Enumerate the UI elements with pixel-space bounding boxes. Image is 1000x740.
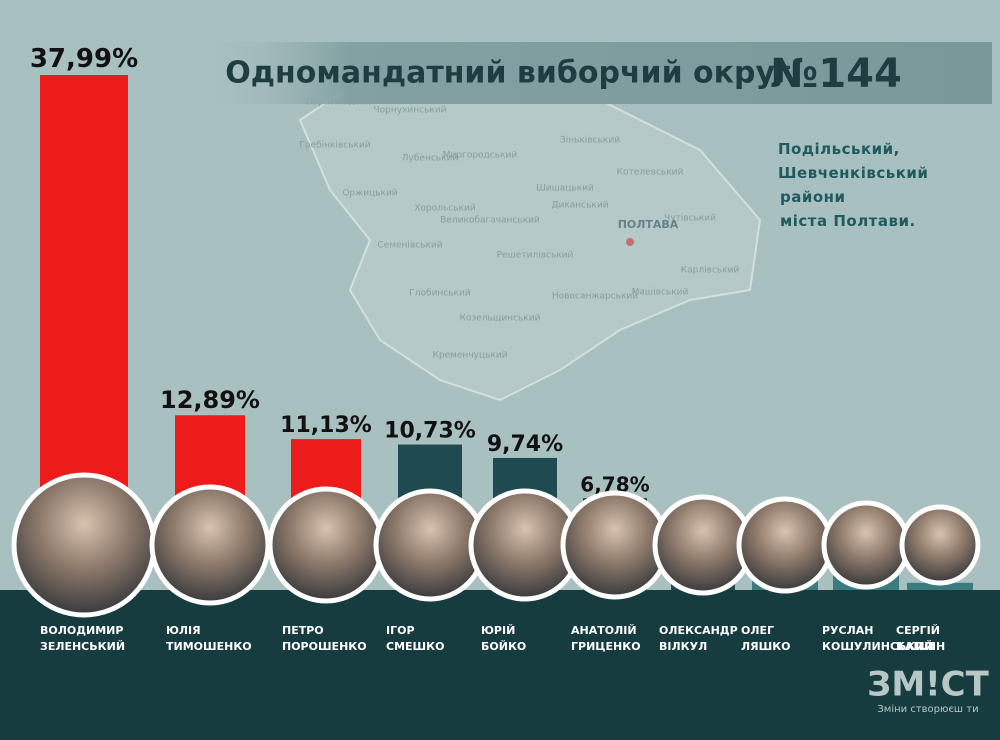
photo <box>560 490 670 600</box>
map: ЛохвицькийГадяцькийПирятинськийЧорнухинс… <box>298 68 762 402</box>
map-city <box>626 238 634 246</box>
value-label: 10,73% <box>384 418 476 443</box>
candidate-name: ОЛЕГ ЛЯШКО <box>741 624 791 653</box>
map-label: ПОЛТАВА <box>618 218 679 231</box>
map-label: Чорнухинський <box>373 106 446 116</box>
map-label: Оржицький <box>342 189 397 199</box>
map-label: Кременчуцький <box>432 351 507 361</box>
candidate-name: ПЕТРО ПОРОШЕНКО <box>282 624 367 653</box>
candidate-name: ОЛЕКСАНДР ВІЛКУЛ <box>659 624 738 653</box>
subtitle: райони <box>780 188 846 206</box>
slogan: Зміни створюєш ти <box>877 703 978 715</box>
subtitle: Шевченківський <box>778 164 929 182</box>
logo: ЗМ!СТ <box>867 665 989 705</box>
candidate-name: СЕРГІЙ КАПЛІН <box>896 624 946 653</box>
map-label: Глобинський <box>409 289 471 299</box>
map-label: Решетилівський <box>497 251 574 261</box>
value-label: 12,89% <box>160 386 260 414</box>
photo <box>821 500 911 590</box>
map-label: Лубенський <box>402 154 459 164</box>
map-label: Машівський <box>632 288 689 298</box>
map-label: Зіньківський <box>560 136 620 146</box>
photo <box>373 488 487 602</box>
map-label: Семенівський <box>377 241 442 251</box>
value-label: 11,13% <box>280 413 372 438</box>
district-number: №144 <box>770 51 902 97</box>
map-label: Козельщинський <box>460 314 541 324</box>
map-label: Гребінківський <box>299 141 370 151</box>
candidate-name: ЮРІЙ БОЙКО <box>481 624 527 653</box>
photo <box>149 484 271 606</box>
candidate-name: ІГОР СМЕШКО <box>386 624 445 653</box>
value-label: 37,99% <box>30 44 138 74</box>
map-label: Карлівський <box>681 266 740 276</box>
candidate-name: РУСЛАН КОШУЛИНСЬКИЙ <box>822 624 934 653</box>
subtitle: міста Полтави. <box>780 212 916 230</box>
bar <box>907 582 973 590</box>
candidate-name: АНАТОЛІЙ ГРИЦЕНКО <box>571 624 641 653</box>
map-label: Котелевський <box>617 168 684 178</box>
chart-title: Одномандатний виборчий округ <box>225 56 790 91</box>
photo <box>899 504 981 586</box>
photo <box>736 496 834 594</box>
map-label: Новосанжарський <box>552 292 638 302</box>
map-label: Миргородський <box>443 151 518 161</box>
map-label: Великобагачанський <box>440 216 540 226</box>
map-label: Чутівський <box>664 214 716 224</box>
candidate-name: ВОЛОДИМИР ЗЕЛЕНСЬКИЙ <box>40 624 126 653</box>
candidate-name: ЮЛІЯ ТИМОШЕНКО <box>166 624 252 653</box>
photo <box>267 486 385 604</box>
map-region <box>298 68 762 402</box>
map-label: Шишацький <box>536 184 594 194</box>
map-label: Хорольський <box>414 204 475 214</box>
name-band <box>0 590 1000 740</box>
value-label: 9,74% <box>487 432 563 457</box>
photo <box>11 472 157 618</box>
map-label: Диканський <box>551 201 608 211</box>
title-band <box>190 42 992 104</box>
subtitle: Подільський, <box>778 140 900 158</box>
